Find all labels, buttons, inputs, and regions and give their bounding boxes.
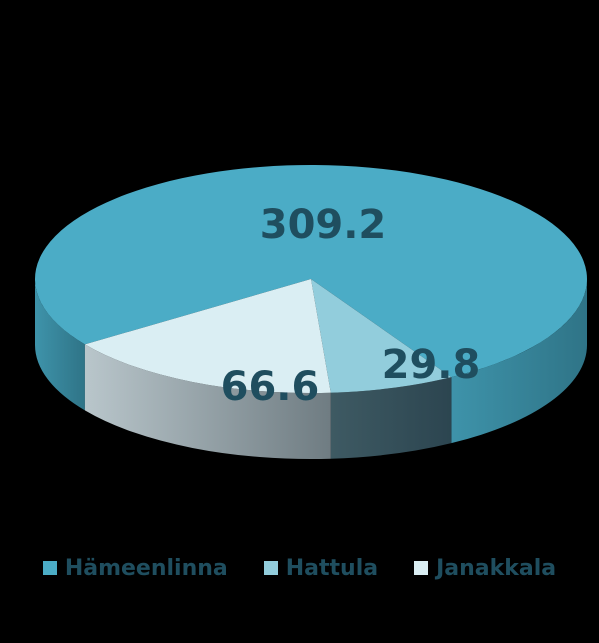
pie-side-hameenlinna-1 bbox=[451, 279, 587, 444]
pie-slice-hameenlinna bbox=[34, 165, 587, 378]
legend-label-janakkala: Janakkala bbox=[436, 555, 557, 581]
legend-label-hattula: Hattula bbox=[285, 555, 379, 581]
data-label-janakkala: 66.6 bbox=[221, 364, 320, 410]
legend-item-janakkala: Janakkala bbox=[414, 556, 556, 581]
legend-label-hameenlinna: Hämeenlinna bbox=[64, 555, 228, 581]
legend-swatch-hameenlinna bbox=[42, 561, 57, 575]
pie-slice-hattula bbox=[311, 279, 452, 393]
data-label-hameenlinna: 309.2 bbox=[260, 202, 387, 248]
legend: Hämeenlinna Hattula Janakkala bbox=[0, 550, 599, 586]
data-label-hattula: 29.8 bbox=[382, 342, 481, 388]
legend-swatch-hattula bbox=[263, 561, 278, 575]
pie-side-hameenlinna bbox=[35, 279, 85, 411]
pie-side-hattula bbox=[330, 377, 452, 459]
pie-slice-janakkala bbox=[84, 279, 331, 393]
legend-swatch-janakkala bbox=[414, 561, 429, 575]
pie-side-janakkala bbox=[84, 344, 331, 459]
legend-item-hameenlinna: Hämeenlinna bbox=[42, 555, 228, 581]
legend-item-hattula: Hattula bbox=[263, 555, 379, 581]
